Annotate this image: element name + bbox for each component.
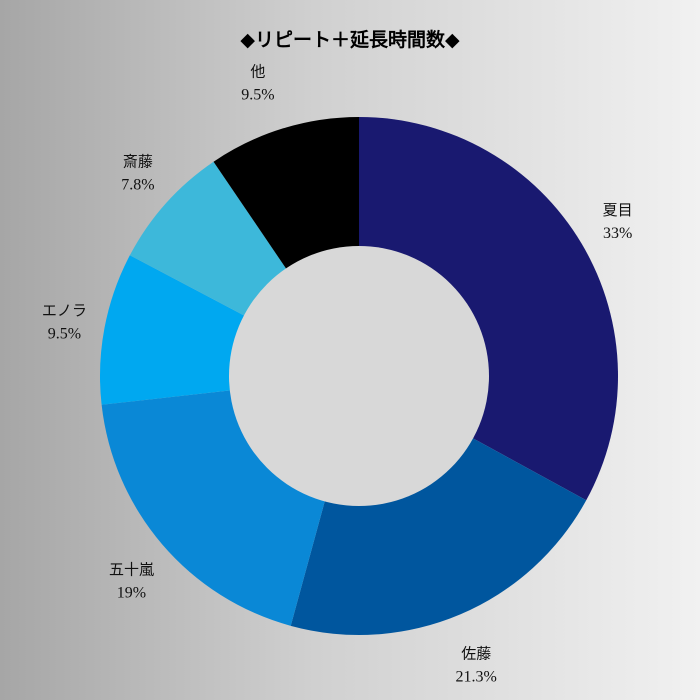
- donut-hole: [229, 246, 489, 506]
- chart-title: ◆リピート＋延長時間数◆: [240, 28, 460, 51]
- slice-name-label-1: 夏目: [603, 201, 633, 219]
- slice-name-label-2: 佐藤: [461, 644, 491, 662]
- slice-name-label-4: エノラ: [42, 301, 87, 319]
- slice-value-label-6: 9.5%: [241, 87, 274, 104]
- slice-value-label-4: 9.5%: [48, 325, 81, 342]
- slice-value-label-5: 7.8%: [121, 176, 154, 193]
- slice-name-label-6: 他: [250, 63, 265, 81]
- slice-value-label-1: 33%: [603, 225, 632, 242]
- slice-name-label-5: 斎藤: [123, 152, 153, 170]
- slice-value-label-3: 19%: [117, 585, 146, 602]
- slice-name-label-3: 五十嵐: [109, 561, 154, 579]
- labels-group: 夏目 33% 佐藤 21.3% 五十嵐 19% エノラ 9.5% 斎藤 7.8% 他 9.5%: [42, 63, 633, 686]
- slice-value-label-2: 21.3%: [456, 668, 497, 685]
